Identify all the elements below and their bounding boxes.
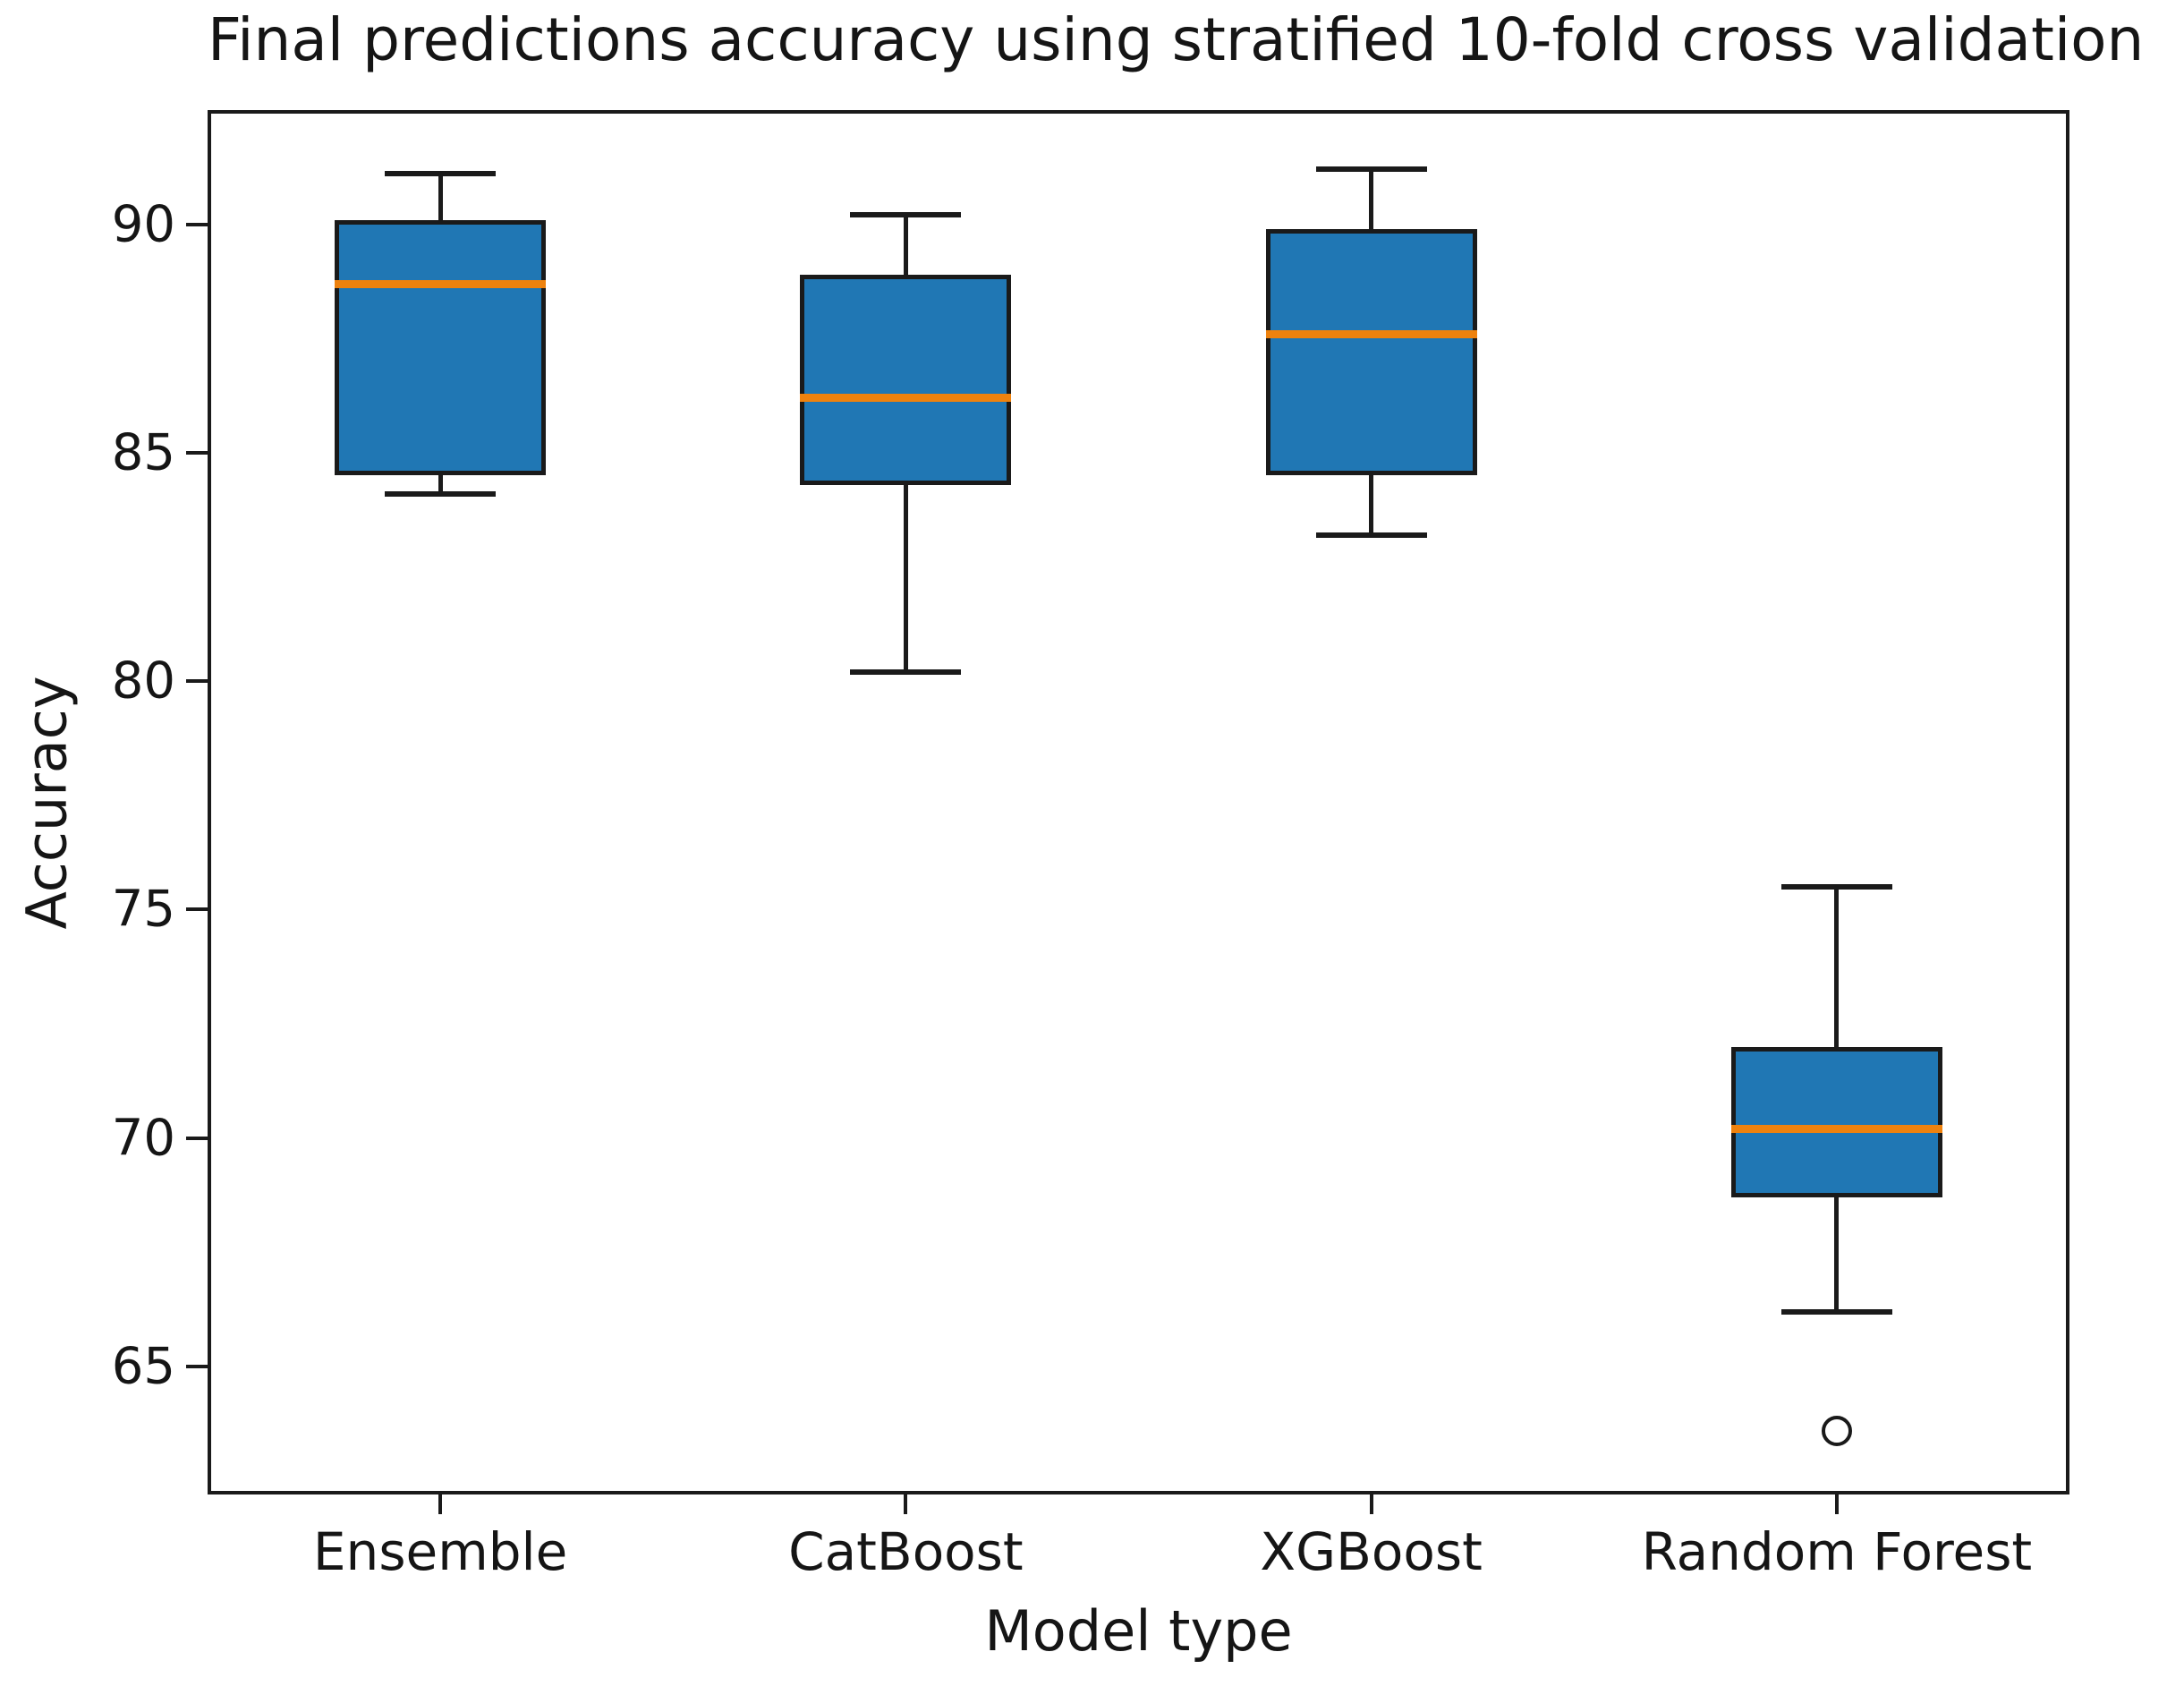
x-tick-label: Ensemble [312,1521,568,1582]
chart-title: Final predictions accuracy using stratif… [208,5,2145,74]
x-tick [904,1494,908,1514]
whisker-lower [1834,1197,1840,1312]
whisker-upper [1369,169,1374,229]
whisker-cap-upper [1780,883,1892,890]
whisker-cap-upper [1315,166,1427,173]
y-tick-label: 65 [111,1337,175,1396]
box [800,274,1012,485]
y-tick-label: 80 [111,651,175,711]
box [335,219,547,476]
y-tick-label: 85 [111,423,175,482]
outlier-point [1821,1415,1852,1446]
box [1730,1046,1942,1198]
whisker-lower [438,475,443,494]
whisker-cap-lower [385,490,497,497]
box [1265,228,1477,476]
whisker-upper [1834,886,1840,1047]
x-tick-label: Random Forest [1641,1521,2033,1582]
median-line [1730,1125,1942,1134]
x-tick [438,1494,443,1514]
whisker-cap-lower [1780,1308,1892,1315]
y-tick-label: 90 [111,195,175,254]
x-tick [1369,1494,1373,1514]
median-line [335,279,547,288]
y-tick-label: 75 [111,880,175,939]
y-tick [186,222,208,226]
x-tick-label: XGBoost [1260,1521,1483,1582]
whisker-upper [903,215,908,275]
y-tick [186,1136,208,1140]
y-tick [186,450,208,455]
y-tick [186,679,208,684]
whisker-cap-upper [850,212,962,218]
y-tick [186,907,208,912]
x-tick [1834,1494,1839,1514]
whisker-upper [438,174,443,220]
x-axis-label: Model type [984,1598,1293,1664]
whisker-cap-upper [385,171,497,177]
whisker-cap-lower [1315,532,1427,538]
whisker-lower [1369,475,1374,535]
whisker-lower [903,484,908,672]
median-line [1265,329,1477,338]
whisker-cap-lower [850,668,962,675]
median-line [800,394,1012,403]
x-tick-label: CatBoost [788,1521,1024,1582]
y-tick-label: 70 [111,1109,175,1168]
y-tick [186,1365,208,1369]
